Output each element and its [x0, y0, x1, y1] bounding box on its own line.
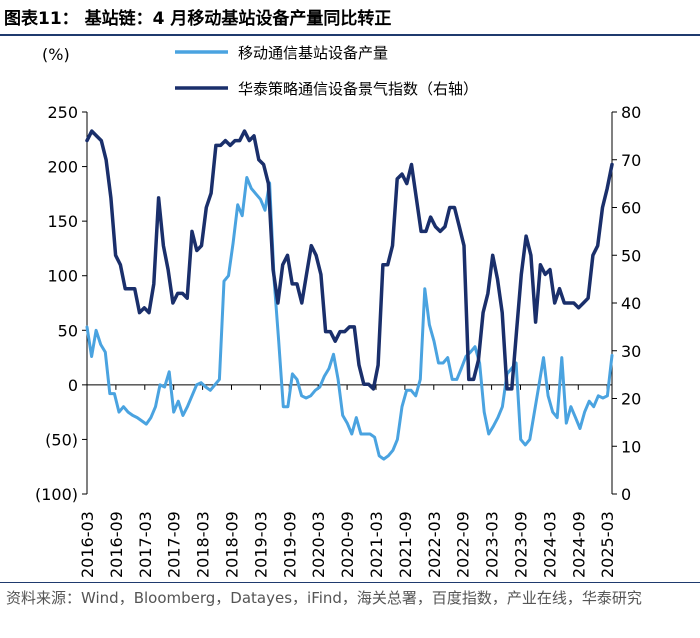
series-line-telecom-equipment-index	[85, 129, 614, 391]
legend-label-series1: 移动通信基站设备产量	[238, 44, 388, 62]
title-bar: 图表11： 基站链：4 月移动基站设备产量同比转正	[0, 0, 700, 36]
x-tick-label: 2018-03	[194, 511, 213, 578]
x-tick-label: 2021-09	[396, 511, 415, 578]
series-line-base-station-output	[85, 176, 614, 461]
x-tick-label: 2018-09	[222, 511, 241, 578]
x-tick-label: 2023-03	[483, 511, 502, 578]
y-left-tick-label: 250	[47, 103, 78, 122]
y-left-tick-label: (100)	[35, 485, 78, 504]
x-tick-label: 2022-09	[454, 511, 473, 578]
legend-label-series2: 华泰策略通信设备景气指数（右轴）	[238, 80, 478, 98]
x-tick-label: 2017-03	[136, 511, 155, 578]
x-tick-label: 2016-09	[107, 511, 126, 578]
y-left-tick-label: 100	[47, 267, 78, 286]
x-tick-label: 2024-03	[540, 511, 559, 578]
y-left-tick-label: (50)	[45, 430, 78, 449]
x-tick-label: 2020-09	[338, 511, 357, 578]
axes-group: (100) (50) 0 50 100 150 200 250 0 10 20 30 40 50 60 70 8…	[35, 103, 641, 578]
y-right-tick-label: 80	[621, 103, 641, 122]
y-right-tick-label: 20	[621, 390, 641, 409]
x-tick-label: 2024-09	[569, 511, 588, 578]
y-right-tick-label: 50	[621, 246, 641, 265]
source-divider	[0, 582, 700, 583]
dual-axis-line-chart: (100) (50) 0 50 100 150 200 250 0 10 20 30 40 50 60 70 8…	[35, 44, 641, 578]
y-right-tick-label: 0	[621, 485, 631, 504]
y-left-tick-label: 50	[58, 321, 78, 340]
x-tick-label: 2019-09	[280, 511, 299, 578]
y-right-tick-label: 40	[621, 294, 641, 313]
y-right-tick-label: 10	[621, 437, 641, 456]
x-tick-label: 2019-03	[251, 511, 270, 578]
chart-title: 图表11： 基站链：4 月移动基站设备产量同比转正	[4, 9, 392, 29]
x-tick-label: 2016-03	[78, 511, 97, 578]
x-tick-label: 2025-03	[598, 511, 617, 578]
x-tick-label: 2020-03	[309, 511, 328, 578]
y-left-tick-label: 0	[68, 376, 78, 395]
x-tick-label: 2023-09	[511, 511, 530, 578]
y-left-tick-label: 150	[47, 212, 78, 231]
series-group	[85, 129, 614, 461]
x-tick-label: 2022-03	[425, 511, 444, 578]
y-right-tick-label: 70	[621, 151, 641, 170]
x-tick-label: 2017-09	[165, 511, 184, 578]
legend: 移动通信基站设备产量 华泰策略通信设备景气指数（右轴）	[175, 44, 478, 98]
x-tick-label: 2021-03	[367, 511, 386, 578]
source-note: 资料来源：Wind，Bloomberg，Datayes，iFind，海关总署，百…	[6, 589, 642, 607]
y-right-tick-label: 60	[621, 199, 641, 218]
y-right-tick-label: 30	[621, 342, 641, 361]
y-left-tick-label: 200	[47, 158, 78, 177]
y-left-unit-label: (%)	[42, 45, 70, 64]
